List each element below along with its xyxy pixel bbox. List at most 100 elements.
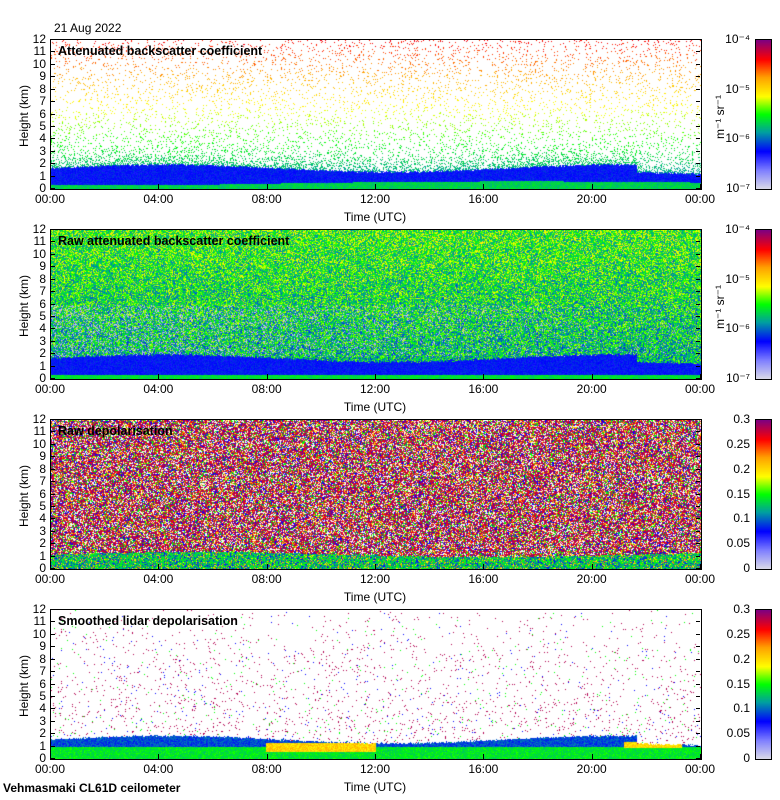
y-tick-mark: [51, 609, 55, 610]
x-tick-label: 00:00: [34, 382, 66, 396]
y-tick-mark: [696, 39, 700, 40]
y-tick-label: 12: [32, 32, 46, 46]
colorbar-tick-label: 10⁻⁶: [725, 321, 750, 336]
y-tick-mark: [51, 365, 55, 367]
colorbar-tick-label: 10⁻⁷: [725, 371, 750, 385]
y-tick-label: 9: [39, 69, 46, 84]
y-tick-mark: [51, 658, 55, 660]
y-tick-mark: [51, 315, 55, 317]
x-tick-label: 08:00: [251, 192, 282, 206]
x-tick-label: 20:00: [576, 382, 607, 396]
y-tick-label: 1: [39, 358, 46, 373]
x-tick-label: 00:00: [684, 572, 716, 586]
y-tick-mark: [696, 708, 700, 710]
y-tick-mark: [51, 530, 55, 532]
x-tick-label: 20:00: [576, 572, 607, 586]
x-tick-mark: [266, 374, 268, 379]
x-tick-mark: [158, 374, 160, 379]
x-tick-label: 08:00: [251, 762, 282, 776]
x-tick-mark: [700, 374, 701, 379]
y-tick-mark: [696, 266, 700, 268]
y-tick-mark: [696, 543, 700, 545]
x-tick-mark: [50, 564, 51, 569]
y-tick-mark: [51, 468, 55, 470]
x-tick-label: 00:00: [34, 762, 66, 776]
y-tick-mark: [51, 291, 55, 293]
x-tick-label: 00:00: [34, 192, 66, 206]
x-tick-label: 04:00: [143, 572, 174, 586]
x-tick-label: 16:00: [468, 572, 499, 586]
y-tick-mark: [51, 671, 55, 673]
x-tick-mark: [50, 184, 51, 189]
y-tick-mark: [696, 555, 700, 557]
y-tick-mark: [51, 63, 55, 65]
x-axis-label: Time (UTC): [343, 400, 407, 414]
y-axis-label: Height (km): [17, 654, 31, 717]
x-tick-label: 20:00: [576, 192, 607, 206]
y-tick-mark: [696, 658, 700, 660]
y-tick-mark: [696, 365, 700, 367]
y-tick-mark: [51, 543, 55, 545]
y-tick-label: 8: [39, 651, 46, 666]
heatmap-canvas: [51, 40, 701, 189]
colorbar-tick-label: 0: [743, 561, 750, 575]
y-tick-label: 10: [32, 246, 46, 261]
x-tick-mark: [591, 184, 593, 189]
colorbar-tick-label: 0.2: [733, 461, 750, 476]
footer-instrument-label: Vehmasmaki CL61D ceilometer: [3, 781, 181, 795]
y-tick-mark: [51, 568, 55, 569]
y-tick-mark: [51, 241, 55, 243]
x-tick-mark: [591, 564, 593, 569]
x-tick-mark: [266, 754, 268, 759]
y-tick-label: 5: [39, 688, 46, 703]
x-tick-mark: [375, 184, 376, 189]
panel-title: Raw attenuated backscatter coefficient: [58, 234, 290, 248]
y-tick-mark: [51, 378, 55, 379]
panel-title: Attenuated backscatter coefficient: [58, 44, 263, 58]
heatmap-canvas: [51, 230, 701, 379]
y-tick-label: 5: [39, 498, 46, 513]
y-tick-mark: [51, 481, 55, 483]
y-tick-mark: [51, 278, 55, 280]
y-tick-label: 10: [32, 56, 46, 71]
colorbar-tick-label: 10⁻⁶: [725, 131, 750, 146]
colorbar-unit-label: m⁻¹ sr⁻¹: [713, 95, 727, 139]
panel-title: Raw depolarisation: [58, 424, 173, 438]
y-tick-label: 2: [39, 536, 46, 551]
y-tick-label: 0: [39, 751, 46, 765]
y-tick-mark: [51, 175, 55, 177]
y-tick-label: 1: [39, 738, 46, 753]
x-tick-mark: [266, 184, 268, 189]
y-tick-label: 3: [39, 713, 46, 728]
y-tick-mark: [696, 518, 700, 520]
y-tick-mark: [51, 695, 55, 697]
y-tick-label: 0: [39, 561, 46, 575]
y-tick-mark: [51, 253, 55, 255]
y-tick-mark: [51, 456, 55, 458]
y-tick-label: 2: [39, 156, 46, 171]
x-axis-label: Time (UTC): [343, 210, 407, 224]
y-tick-mark: [51, 505, 55, 507]
y-tick-mark: [696, 378, 700, 379]
panel-title: Smoothed lidar depolarisation: [58, 614, 238, 628]
y-tick-label: 5: [39, 308, 46, 323]
y-axis-label: Height (km): [17, 274, 31, 337]
y-tick-mark: [696, 340, 700, 342]
x-tick-label: 16:00: [468, 382, 499, 396]
y-tick-label: 3: [39, 333, 46, 348]
y-tick-mark: [51, 733, 55, 735]
y-tick-label: 6: [39, 486, 46, 501]
y-tick-mark: [696, 609, 700, 610]
y-tick-label: 7: [39, 474, 46, 489]
y-tick-label: 11: [33, 44, 46, 59]
colorbar-tick-label: 0.1: [733, 701, 750, 716]
y-tick-mark: [51, 113, 55, 115]
x-tick-label: 12:00: [359, 762, 391, 776]
y-tick-label: 4: [39, 511, 46, 526]
colorbar-tick-label: 0.05: [726, 726, 750, 741]
y-axis-label: Height (km): [17, 84, 31, 147]
y-tick-mark: [696, 76, 700, 78]
y-tick-label: 4: [39, 131, 46, 146]
y-tick-mark: [696, 646, 700, 648]
colorbar-tick-label: 0.3: [733, 602, 750, 616]
